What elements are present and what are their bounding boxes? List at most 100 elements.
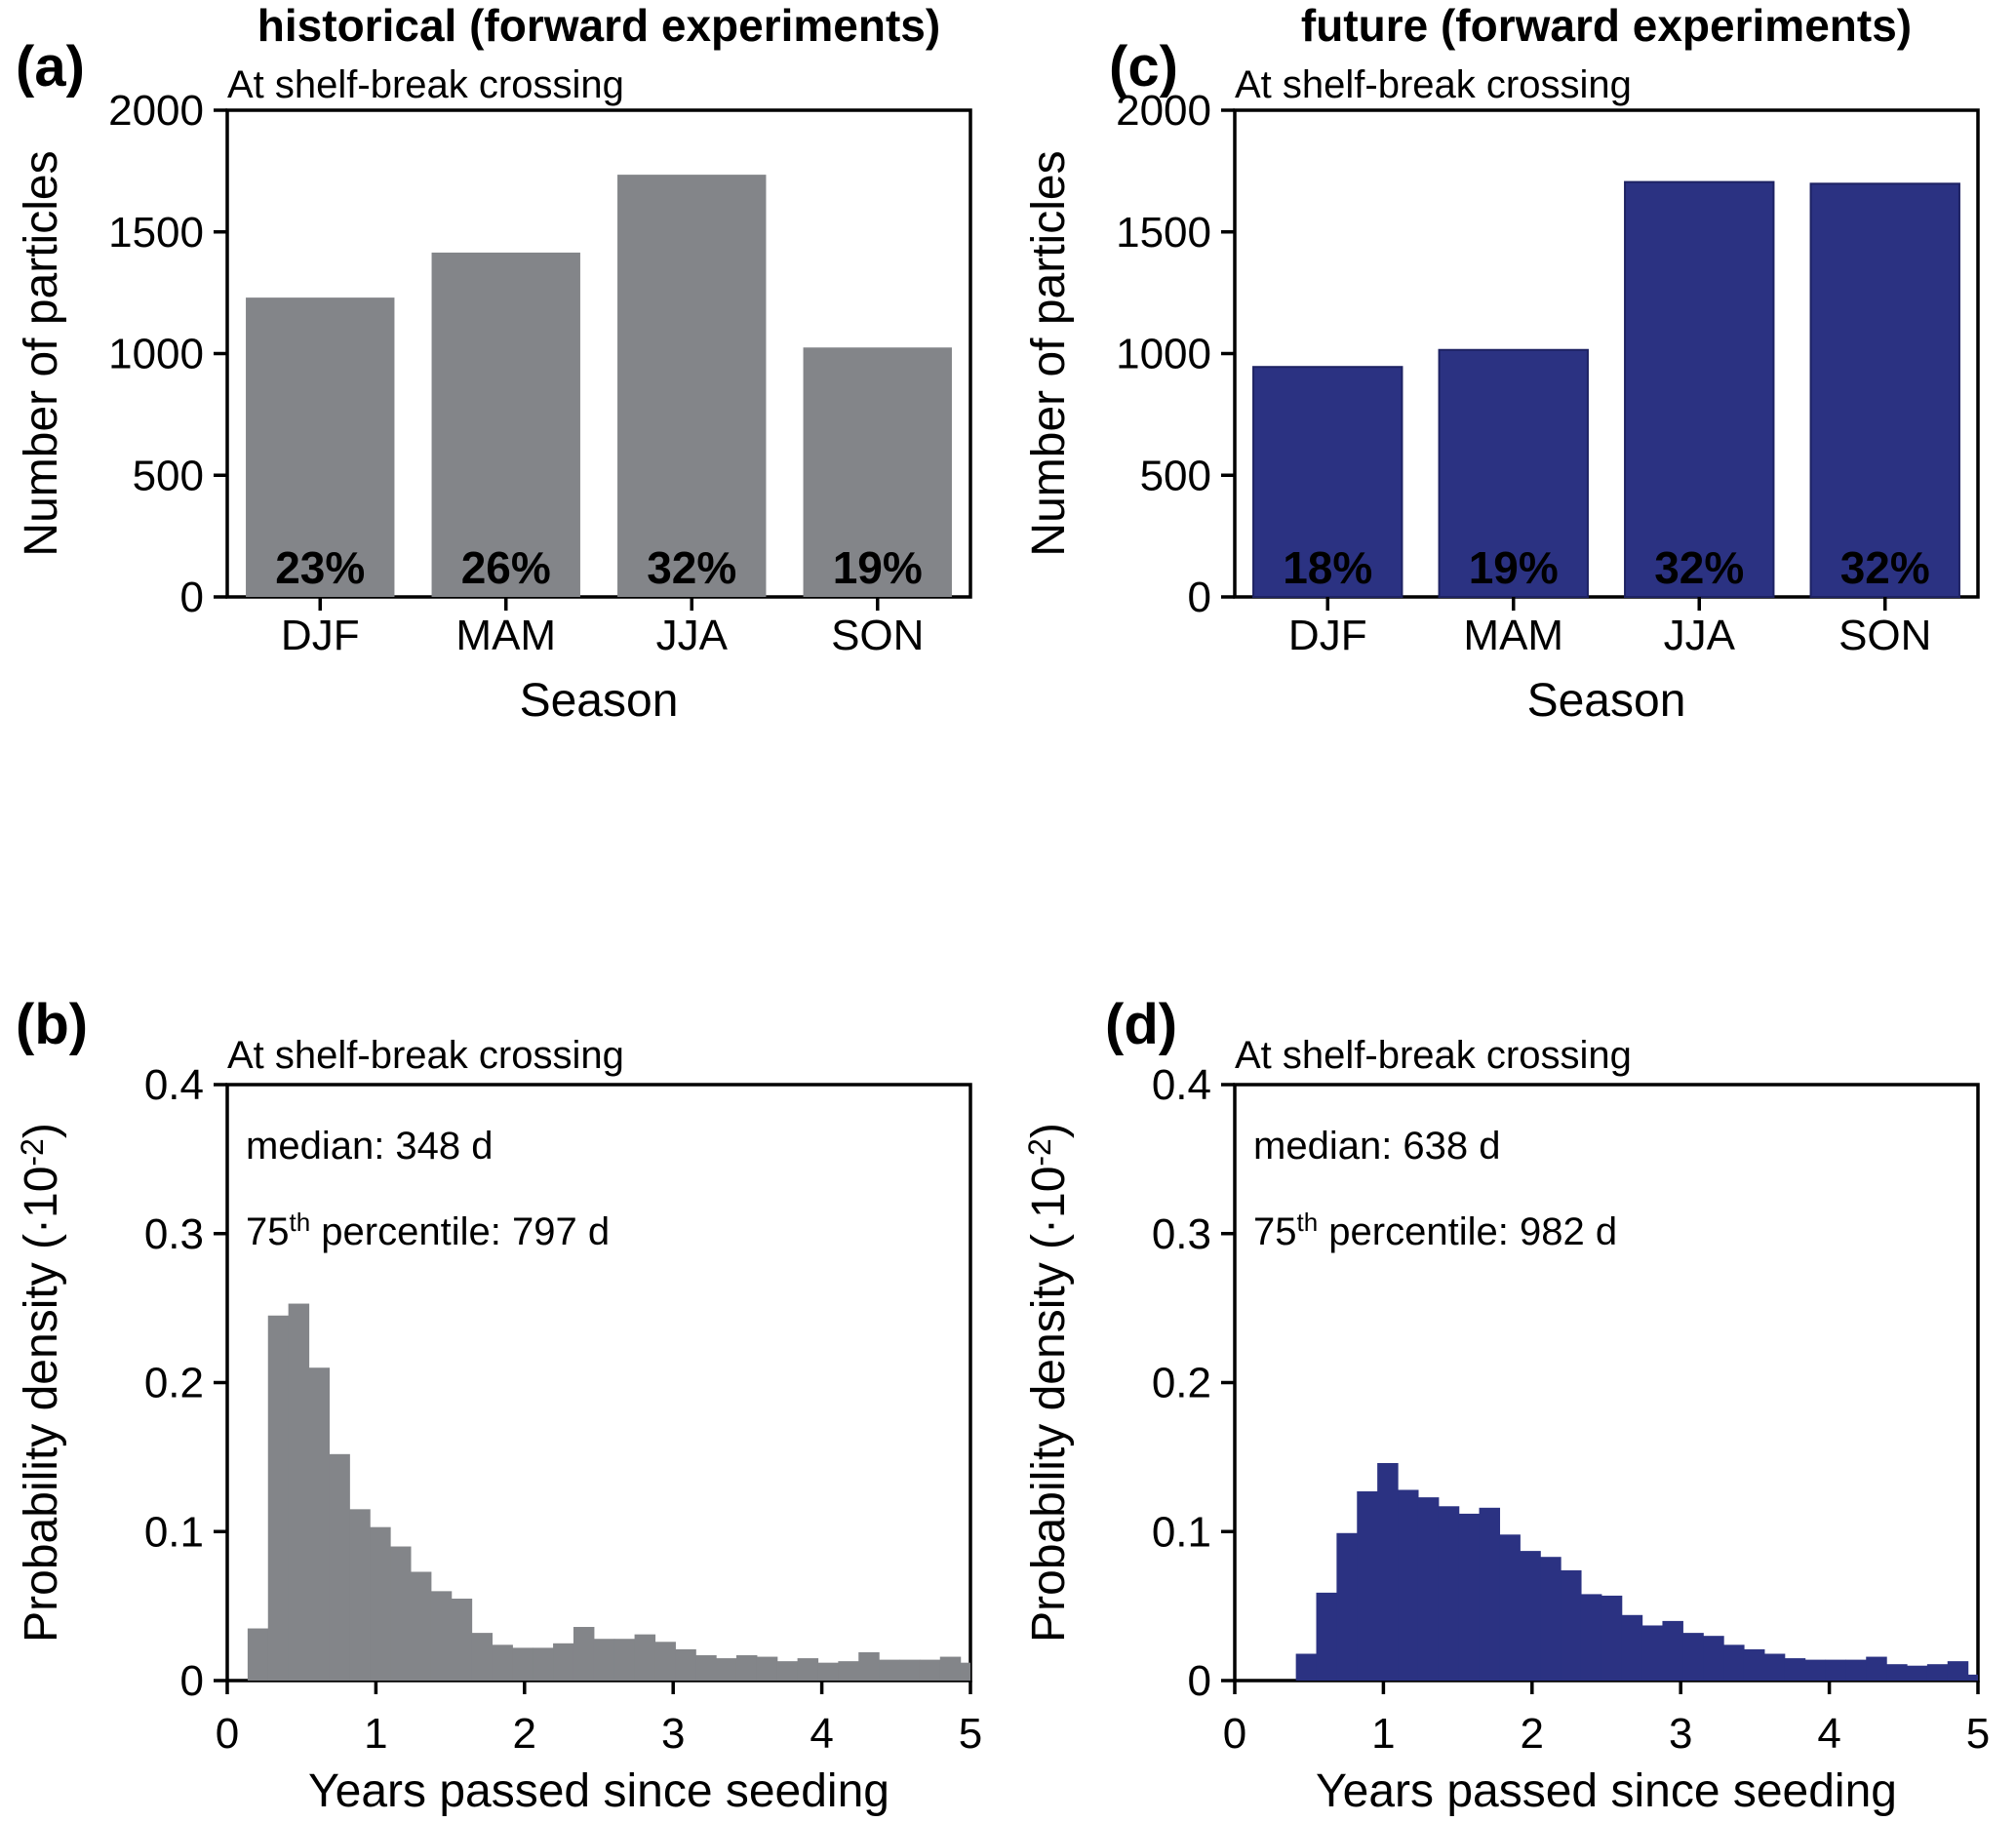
histogram-bar — [1804, 1659, 1827, 1681]
y-tick-label-0: 0 — [1188, 574, 1211, 621]
histogram-bar — [390, 1546, 412, 1681]
y-axis-label: Probability density (·10-2) — [1022, 1123, 1075, 1643]
bar-SON — [803, 347, 952, 597]
bar-percentage-label-MAM: 26% — [461, 542, 551, 593]
histogram-bar — [1601, 1595, 1623, 1681]
histogram-bar — [1499, 1534, 1521, 1681]
histogram-bar — [675, 1648, 696, 1681]
histogram-bar — [1682, 1633, 1704, 1681]
histogram-bar — [1825, 1659, 1846, 1681]
panel-tag: (a) — [16, 35, 85, 99]
annotation-median: median: 348 d — [246, 1125, 494, 1168]
panel-d-cell: (d) At shelf-break crossing 0 0.1 0.2 0.3 0.4 0… — [1008, 956, 2016, 1822]
y-tick-label-500: 500 — [1140, 452, 1211, 499]
histogram-bar — [735, 1655, 758, 1681]
panel-subtitle: At shelf-break crossing — [1235, 1034, 1632, 1077]
panel-c-cell: future (forward experiments) (c) At shelf-… — [1008, 0, 2016, 956]
y-tick-label-0.4: 0.4 — [144, 1061, 204, 1109]
histogram-bar — [1662, 1620, 1683, 1681]
histogram-bar — [308, 1367, 330, 1681]
histogram-bar — [1886, 1664, 1908, 1681]
column-title: future (forward experiments) — [1301, 0, 1912, 51]
x-tick-label-4: 4 — [810, 1710, 833, 1758]
histogram-bar — [1520, 1551, 1541, 1681]
x-tick-label-MAM: MAM — [1463, 612, 1563, 659]
histogram-bar — [492, 1644, 513, 1681]
x-axis-label: Years passed since seeding — [308, 1765, 889, 1817]
x-tick-label-2: 2 — [513, 1710, 536, 1758]
panel-a-cell: historical (forward experiments) (a) At sh… — [0, 0, 1008, 956]
superscript: th — [290, 1208, 311, 1237]
histogram-bar — [471, 1633, 494, 1681]
superscript: -2 — [15, 1138, 50, 1166]
histogram-bar — [1398, 1489, 1419, 1681]
x-tick-label-1: 1 — [364, 1710, 387, 1758]
histogram-bar — [512, 1647, 534, 1681]
histogram-bar — [1621, 1614, 1643, 1681]
histogram-bar — [1417, 1497, 1440, 1681]
histogram-bar — [267, 1315, 290, 1681]
histogram-bar — [410, 1571, 432, 1681]
panel-b-chart: (b) At shelf-break crossing 0 0.1 0.2 0.3 0.4 0… — [15, 993, 982, 1817]
histogram-bar — [939, 1656, 962, 1681]
histogram-bar — [1907, 1665, 1928, 1681]
annotation-percentile: 75th percentile: 982 d — [1253, 1208, 1617, 1253]
panel-subtitle: At shelf-break crossing — [227, 1034, 624, 1077]
x-axis-label: Years passed since seeding — [1316, 1765, 1897, 1817]
histogram-bar — [1377, 1462, 1399, 1681]
y-tick-label-0: 0 — [180, 574, 204, 621]
y-tick-label-0: 0 — [180, 1657, 204, 1705]
bar-percentage-label-SON: 19% — [833, 542, 923, 593]
y-tick-label-0.3: 0.3 — [144, 1210, 204, 1258]
histogram-bar — [288, 1303, 310, 1681]
x-tick-label-JJA: JJA — [656, 612, 729, 659]
bar-percentage-label-MAM: 19% — [1469, 542, 1559, 593]
y-axis-label: Probability density (·10-2) — [15, 1123, 67, 1643]
bar-SON — [1809, 182, 1960, 598]
histogram-bar — [1723, 1644, 1745, 1681]
x-tick-label-0: 0 — [1223, 1710, 1246, 1758]
histogram-bar — [593, 1639, 615, 1681]
histogram-bar — [899, 1659, 921, 1681]
panel-subtitle: At shelf-break crossing — [227, 63, 624, 106]
y-axis-label: Number of particles — [1023, 150, 1075, 556]
x-tick-label-MAM: MAM — [455, 612, 556, 659]
bar-percentage-label-JJA: 32% — [1654, 542, 1744, 593]
histogram-bar — [1295, 1653, 1318, 1681]
x-tick-label-DJF: DJF — [281, 612, 360, 659]
histogram-bar — [1845, 1659, 1867, 1681]
histogram-bar — [1316, 1592, 1337, 1681]
histogram-bar — [695, 1655, 717, 1681]
histogram-bar — [858, 1651, 880, 1681]
x-axis-label: Season — [520, 675, 679, 727]
y-tick-label-500: 500 — [133, 452, 204, 499]
annotation-median: median: 638 d — [1253, 1125, 1501, 1168]
bar-percentage-label-SON: 32% — [1840, 542, 1930, 593]
histogram-bar — [817, 1662, 839, 1681]
column-title: historical (forward experiments) — [257, 0, 940, 51]
x-tick-label-5: 5 — [1966, 1710, 1990, 1758]
histogram-bar — [1438, 1506, 1460, 1681]
histogram-bar — [1357, 1491, 1378, 1681]
x-tick-label-3: 3 — [1669, 1710, 1692, 1758]
histogram-bar — [1458, 1513, 1481, 1681]
x-tick-label-1: 1 — [1371, 1710, 1395, 1758]
x-tick-label-4: 4 — [1817, 1710, 1840, 1758]
bar-MAM — [431, 252, 580, 597]
y-tick-label-0.2: 0.2 — [1152, 1360, 1211, 1407]
histogram-bar — [1947, 1661, 1969, 1681]
histogram-bar — [797, 1658, 819, 1681]
y-tick-label-2000: 2000 — [108, 87, 204, 135]
x-tick-label-SON: SON — [831, 612, 924, 659]
y-tick-label-0.2: 0.2 — [144, 1360, 204, 1407]
histogram-bar — [533, 1647, 554, 1681]
histogram-bar — [1784, 1658, 1806, 1681]
histogram-bar — [573, 1627, 595, 1681]
bar-percentage-label-JJA: 32% — [647, 542, 736, 593]
panel-b-cell: (b) At shelf-break crossing 0 0.1 0.2 0.3 0.4 0… — [0, 956, 1008, 1822]
y-tick-label-2000: 2000 — [1116, 87, 1211, 135]
bar-MAM — [1438, 348, 1589, 598]
x-tick-label-5: 5 — [959, 1710, 982, 1758]
histogram-bar — [430, 1591, 453, 1681]
histogram-bar — [1540, 1557, 1561, 1681]
